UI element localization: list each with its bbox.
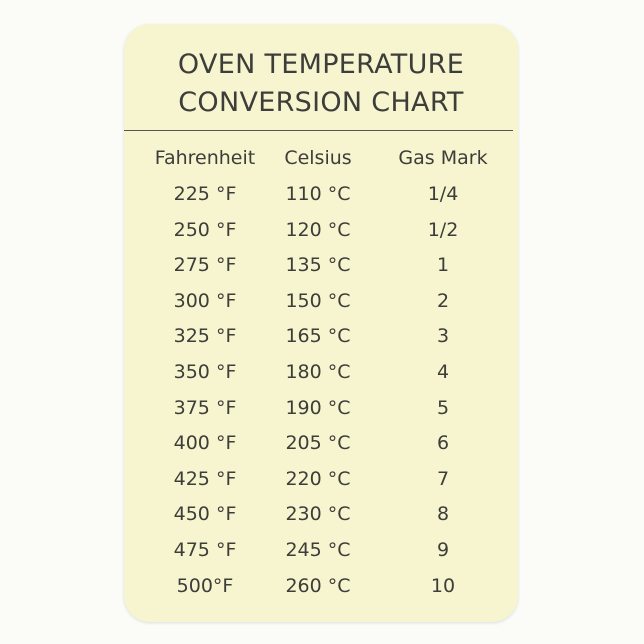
table-row: 325 °F 165 °C 3 [124,325,518,355]
celsius-cell: 245 °C [285,539,351,561]
header-celsius: Celsius [284,147,352,169]
title-line-1: OVEN TEMPERATURE [177,49,465,80]
fahrenheit-cell: 400 °F [173,432,237,455]
fahrenheit-cell: 450 °F [173,503,237,526]
celsius-cell: 220 °C [285,467,351,490]
celsius-cell: 150 °C [285,289,351,312]
gas-mark-cell: 4 [436,361,450,383]
celsius-cell: 110 °C [285,183,351,205]
table-row: 425 °F 220 °C 7 [124,468,518,498]
gas-mark-cell: 5 [436,396,450,419]
header-gas-mark: Gas Mark [398,147,488,169]
gas-mark-cell: 1 [436,254,450,277]
table-row: 300 °F 150 °C 2 [124,290,518,320]
celsius-cell: 165 °C [285,325,351,348]
table-row: 450 °F 230 °C 8 [124,503,518,533]
header-row: Fahrenheit Celsius Gas Mark [124,147,518,177]
gas-mark-cell: 1/4 [427,183,459,205]
celsius-cell: 190 °C [285,396,351,419]
gas-mark-cell: 2 [436,289,450,312]
table-row: 225 °F 110 °C 1/4 [124,183,518,213]
celsius-cell: 260 °C [285,574,351,597]
gas-mark-cell: 10 [430,574,456,597]
gas-mark-cell: 1/2 [427,218,459,241]
fahrenheit-cell: 225 °F [173,183,237,205]
fahrenheit-cell: 475 °F [173,539,237,561]
chart-title: OVEN TEMPERATURE CONVERSION CHART [124,46,518,122]
gas-mark-cell: 7 [436,467,450,490]
table-row: 475 °F 245 °C 9 [124,539,518,569]
table-row: 350 °F 180 °C 4 [124,361,518,391]
table-row: 400 °F 205 °C 6 [124,432,518,462]
fahrenheit-cell: 425 °F [173,467,237,490]
title-line-2: CONVERSION CHART [178,87,464,118]
fahrenheit-cell: 500°F [176,574,234,597]
table-row: 250 °F 120 °C 1/2 [124,219,518,249]
celsius-cell: 120 °C [285,218,351,241]
gas-mark-cell: 9 [436,539,450,561]
celsius-cell: 180 °C [285,361,351,383]
celsius-cell: 205 °C [285,432,351,455]
fahrenheit-cell: 275 °F [173,254,237,277]
table-row: 275 °F 135 °C 1 [124,254,518,284]
gas-mark-cell: 6 [436,432,450,455]
fahrenheit-cell: 350 °F [173,361,237,383]
gas-mark-cell: 8 [436,503,450,526]
table-row: 500°F 260 °C 10 [124,575,518,605]
gas-mark-cell: 3 [436,325,450,348]
celsius-cell: 135 °C [285,254,351,277]
fahrenheit-cell: 300 °F [173,289,237,312]
fahrenheit-cell: 325 °F [173,325,237,348]
fahrenheit-cell: 250 °F [173,218,237,241]
divider [124,130,513,131]
header-fahrenheit: Fahrenheit [154,147,256,169]
celsius-cell: 230 °C [285,503,351,526]
fahrenheit-cell: 375 °F [173,396,237,419]
conversion-chart-magnet: OVEN TEMPERATURE CONVERSION CHART Fahren… [124,24,518,622]
table-row: 375 °F 190 °C 5 [124,397,518,427]
